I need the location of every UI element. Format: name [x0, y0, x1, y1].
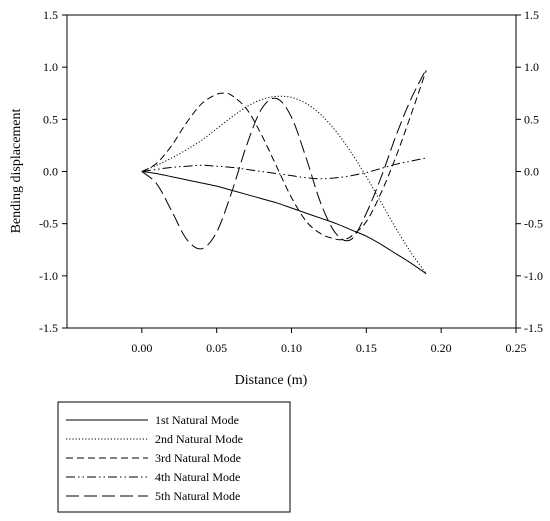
y-tick-label-right: -1.5 [524, 321, 543, 335]
series-lines [141, 69, 427, 275]
y-tick-label-left: 1.5 [43, 8, 58, 22]
x-tick-label: 0.25 [506, 341, 527, 355]
series-line-3 [141, 70, 427, 241]
y-tick-label-right: -1.0 [524, 269, 543, 283]
y-tick-label-left: 0.5 [43, 112, 58, 126]
x-axis-title: Distance (m) [235, 373, 308, 388]
y-axis-title: Bending displacement [9, 108, 24, 233]
legend-label-2: 2nd Natural Mode [155, 432, 243, 446]
x-tick-label: 0.10 [281, 341, 302, 355]
y-tick-label-right: 0.5 [524, 112, 539, 126]
legend-label-4: 4th Natural Mode [155, 470, 240, 484]
y-axis-ticks: 1.5 1.5 1.0 1.0 0.5 0.5 0.0 0.0 -0.5 -0.5 -1.0 -1.0… [39, 8, 543, 335]
y-tick-label-left: -0.5 [39, 217, 58, 231]
x-tick-label: 0.00 [131, 341, 152, 355]
y-tick-label-right: 1.0 [524, 60, 539, 74]
y-tick-label-right: 1.5 [524, 8, 539, 22]
y-tick-label-left: 1.0 [43, 60, 58, 74]
legend-label-5: 5th Natural Mode [155, 489, 240, 503]
x-tick-label: 0.15 [356, 341, 377, 355]
y-tick-label-right: 0.0 [524, 165, 539, 179]
x-tick-label: 0.05 [206, 341, 227, 355]
series-line-5 [141, 69, 427, 250]
y-tick-label-right: -0.5 [524, 217, 543, 231]
series-line-1 [141, 171, 427, 275]
legend-label-1: 1st Natural Mode [155, 413, 239, 427]
x-tick-label: 0.20 [431, 341, 452, 355]
plot-area-frame [66, 14, 517, 329]
legend-label-3: 3rd Natural Mode [155, 451, 241, 465]
legend: 1st Natural Mode 2nd Natural Mode 3rd Natu… [57, 401, 291, 513]
y-tick-label-left: -1.5 [39, 321, 58, 335]
x-axis-ticks: 0.00 0.05 0.10 0.15 0.20 0.25 [131, 328, 527, 355]
series-line-2 [141, 95, 427, 275]
y-tick-label-left: -1.0 [39, 269, 58, 283]
y-tick-label-left: 0.0 [43, 165, 58, 179]
series-line-4 [141, 157, 427, 180]
